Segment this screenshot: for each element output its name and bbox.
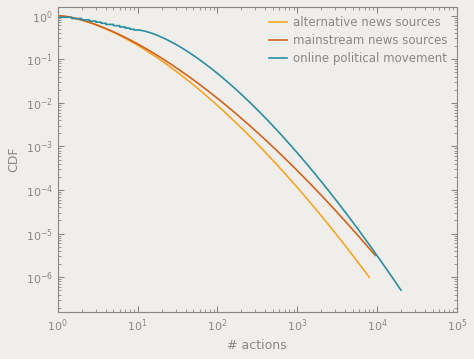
mainstream news sources [111,30,117,34]
alternative news sources [55,14,61,18]
mainstream news sources [55,14,61,18]
alternative news sources [263,150,269,155]
online political movement [165,38,171,42]
online political movement [55,14,61,18]
online political movement [304,162,310,167]
Line: online political movement: online political movement [58,16,401,290]
alternative news sources [110,30,116,34]
mainstream news sources [294,168,300,172]
online political movement [244,97,250,102]
alternative news sources [135,43,141,48]
online political movement [398,288,404,292]
mainstream news sources [267,142,273,146]
alternative news sources [366,275,372,279]
Line: alternative news sources: alternative news sources [58,16,369,277]
Line: mainstream news sources: mainstream news sources [58,16,375,255]
online political movement [388,273,394,278]
alternative news sources [196,87,201,91]
alternative news sources [290,180,295,184]
Y-axis label: CDF: CDF [7,147,20,172]
online political movement [268,122,274,126]
mainstream news sources [373,253,378,257]
mainstream news sources [199,84,204,88]
online political movement [103,21,109,25]
Legend: alternative news sources, mainstream news sources, online political movement: alternative news sources, mainstream new… [266,13,451,68]
mainstream news sources [242,119,247,123]
alternative news sources [238,126,244,130]
mainstream news sources [137,43,142,47]
X-axis label: # actions: # actions [228,339,287,352]
